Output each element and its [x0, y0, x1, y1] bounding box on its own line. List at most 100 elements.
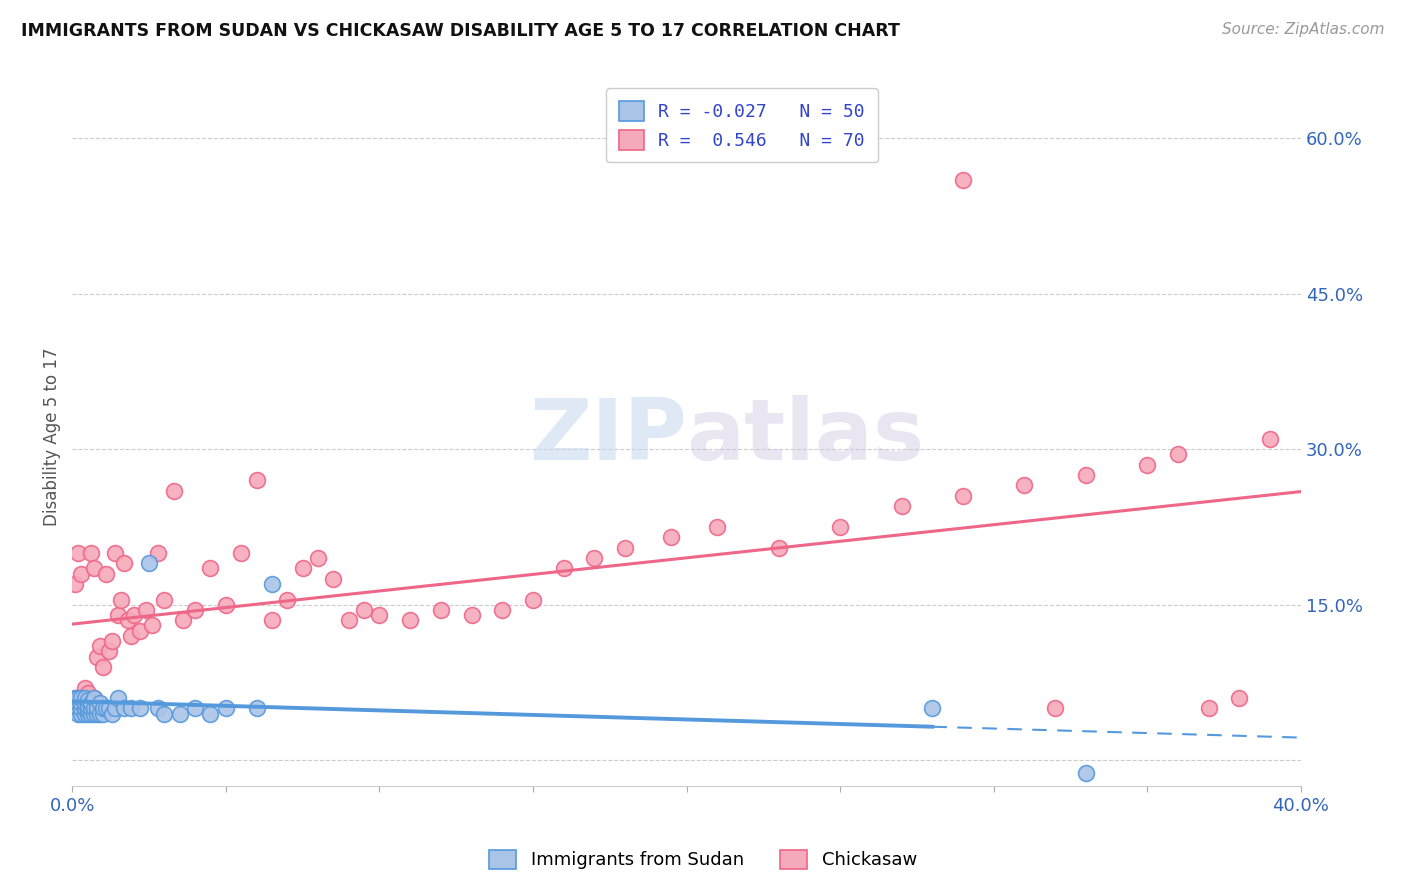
- Point: [98, 701, 121, 715]
- Point: [1258, 432, 1281, 446]
- Text: ZIP: ZIP: [529, 395, 686, 478]
- Point: [76, 703, 98, 717]
- Text: Source: ZipAtlas.com: Source: ZipAtlas.com: [1222, 22, 1385, 37]
- Legend: Immigrants from Sudan, Chickasaw: Immigrants from Sudan, Chickasaw: [481, 840, 925, 879]
- Point: [162, 483, 184, 498]
- Point: [73, 691, 96, 706]
- Point: [706, 520, 728, 534]
- Point: [104, 546, 127, 560]
- Point: [70, 691, 93, 706]
- Point: [101, 634, 124, 648]
- Point: [89, 706, 111, 721]
- Point: [73, 696, 96, 710]
- Point: [79, 706, 101, 721]
- Legend: R = -0.027   N = 50, R =  0.546   N = 70: R = -0.027 N = 50, R = 0.546 N = 70: [606, 88, 877, 162]
- Point: [76, 693, 98, 707]
- Y-axis label: Disability Age 5 to 17: Disability Age 5 to 17: [44, 347, 60, 525]
- Point: [98, 644, 121, 658]
- Point: [952, 172, 974, 186]
- Point: [368, 608, 391, 623]
- Point: [94, 701, 117, 715]
- Point: [184, 701, 207, 715]
- Point: [460, 608, 482, 623]
- Point: [94, 566, 117, 581]
- Point: [86, 701, 108, 715]
- Point: [91, 660, 114, 674]
- Point: [291, 561, 314, 575]
- Point: [215, 598, 238, 612]
- Point: [70, 691, 93, 706]
- Point: [120, 629, 142, 643]
- Point: [307, 551, 329, 566]
- Point: [768, 541, 790, 555]
- Point: [553, 561, 575, 575]
- Point: [73, 691, 96, 706]
- Point: [184, 603, 207, 617]
- Point: [83, 691, 105, 706]
- Point: [65, 577, 87, 591]
- Point: [101, 706, 124, 721]
- Point: [128, 701, 150, 715]
- Point: [79, 546, 101, 560]
- Point: [215, 701, 238, 715]
- Point: [245, 701, 267, 715]
- Point: [583, 551, 606, 566]
- Point: [952, 489, 974, 503]
- Point: [67, 701, 90, 715]
- Point: [169, 706, 191, 721]
- Point: [153, 706, 176, 721]
- Point: [1167, 447, 1189, 461]
- Point: [79, 696, 101, 710]
- Point: [1074, 765, 1097, 780]
- Point: [86, 649, 108, 664]
- Point: [114, 701, 136, 715]
- Point: [1198, 701, 1220, 715]
- Point: [70, 566, 93, 581]
- Point: [91, 706, 114, 721]
- Point: [73, 681, 96, 695]
- Point: [260, 577, 283, 591]
- Point: [67, 696, 90, 710]
- Point: [110, 592, 132, 607]
- Point: [141, 618, 163, 632]
- Point: [107, 691, 129, 706]
- Point: [830, 520, 852, 534]
- Point: [76, 699, 98, 714]
- Point: [172, 613, 194, 627]
- Point: [276, 592, 298, 607]
- Point: [659, 530, 682, 544]
- Point: [114, 556, 136, 570]
- Point: [120, 701, 142, 715]
- Point: [430, 603, 453, 617]
- Point: [67, 696, 90, 710]
- Point: [70, 696, 93, 710]
- Point: [67, 706, 90, 721]
- Point: [83, 561, 105, 575]
- Point: [65, 696, 87, 710]
- Point: [1014, 478, 1036, 492]
- Point: [353, 603, 375, 617]
- Point: [322, 572, 344, 586]
- Point: [1074, 468, 1097, 483]
- Point: [200, 561, 222, 575]
- Point: [135, 603, 157, 617]
- Point: [122, 608, 145, 623]
- Point: [245, 473, 267, 487]
- Point: [89, 639, 111, 653]
- Point: [128, 624, 150, 638]
- Point: [1229, 691, 1251, 706]
- Point: [1136, 458, 1159, 472]
- Point: [107, 608, 129, 623]
- Point: [337, 613, 360, 627]
- Point: [79, 696, 101, 710]
- Point: [399, 613, 422, 627]
- Point: [91, 701, 114, 715]
- Point: [73, 706, 96, 721]
- Point: [65, 701, 87, 715]
- Text: atlas: atlas: [686, 395, 925, 478]
- Point: [76, 706, 98, 721]
- Point: [138, 556, 160, 570]
- Point: [76, 686, 98, 700]
- Text: IMMIGRANTS FROM SUDAN VS CHICKASAW DISABILITY AGE 5 TO 17 CORRELATION CHART: IMMIGRANTS FROM SUDAN VS CHICKASAW DISAB…: [21, 22, 900, 40]
- Point: [1043, 701, 1066, 715]
